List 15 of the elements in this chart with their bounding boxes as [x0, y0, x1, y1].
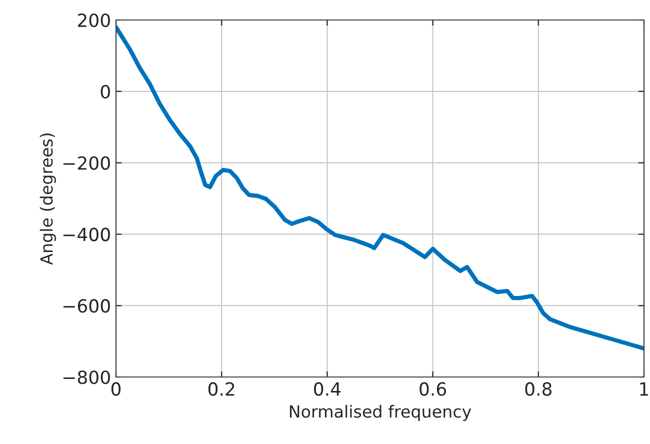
y-tick-label: −800 [63, 370, 110, 384]
x-tick-label: 1 [640, 382, 648, 396]
y-tick-label: −400 [63, 228, 110, 242]
x-tick-label: 0.2 [208, 382, 234, 396]
x-tick-label: 0 [111, 382, 121, 396]
x-tick-label: 0.4 [314, 382, 341, 396]
x-tick-label: 0.6 [420, 382, 446, 396]
x-axis-title: Normalised frequency [290, 404, 472, 422]
y-tick-label: 0 [100, 84, 110, 99]
line-series [116, 25, 644, 351]
y-tick-label: −200 [63, 156, 110, 170]
y-tick-label: −600 [63, 299, 110, 313]
x-tick-label: 0.8 [525, 382, 552, 396]
y-axis-title: Angle (degrees) [40, 134, 56, 265]
y-tick-label: 200 [78, 13, 110, 28]
